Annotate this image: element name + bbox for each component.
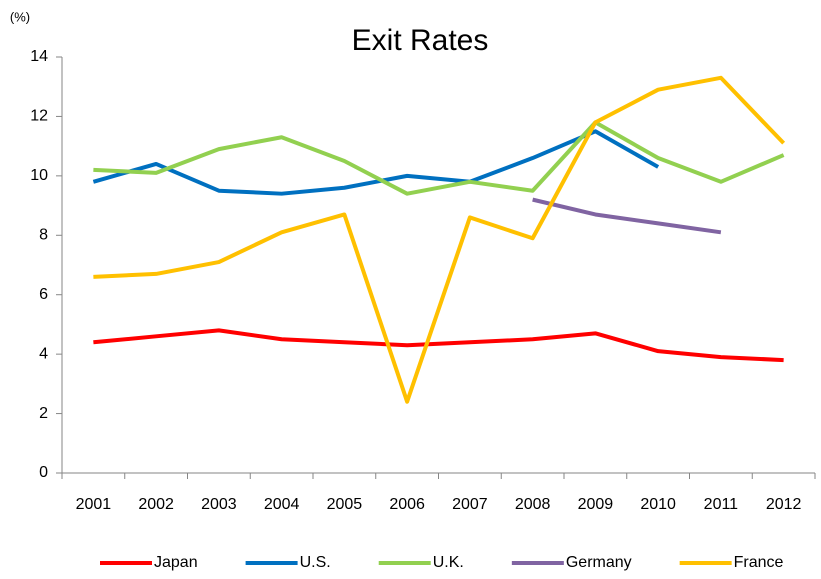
series-line — [93, 120, 785, 196]
x-tick-label: 2006 — [389, 496, 425, 513]
y-tick-label: 4 — [39, 345, 48, 362]
x-tick-label: 2003 — [201, 496, 237, 513]
legend-label: Japan — [154, 554, 198, 571]
y-tick-label: 14 — [30, 48, 48, 65]
x-tick-label: 2011 — [704, 496, 739, 513]
series-line — [93, 75, 786, 404]
series-line — [532, 197, 722, 235]
legend-label: Germany — [566, 554, 632, 571]
y-tick-label: 12 — [30, 108, 48, 125]
legend-label: France — [734, 554, 784, 571]
x-tick-label: 2004 — [264, 496, 300, 513]
x-tick-label: 2007 — [452, 496, 488, 513]
legend-label: U.K. — [433, 554, 464, 571]
x-tick-label: 2002 — [138, 496, 174, 513]
x-tick-label: 2009 — [578, 496, 614, 513]
x-tick-label: 2005 — [327, 496, 363, 513]
x-tick-label: 2008 — [515, 496, 551, 513]
x-tick-label: 2012 — [766, 496, 802, 513]
y-axis-label: (%) — [10, 9, 30, 24]
y-tick-label: 0 — [39, 464, 48, 481]
series-line — [92, 129, 660, 196]
series-line — [93, 328, 784, 363]
y-tick-label: 2 — [39, 405, 48, 422]
x-tick-label: 2001 — [76, 496, 112, 513]
chart-title: Exit Rates — [352, 24, 489, 57]
legend-label: U.S. — [300, 554, 331, 571]
y-tick-label: 10 — [30, 167, 48, 184]
y-tick-label: 8 — [39, 227, 48, 244]
y-tick-label: 6 — [39, 286, 48, 303]
x-tick-label: 2010 — [640, 496, 676, 513]
